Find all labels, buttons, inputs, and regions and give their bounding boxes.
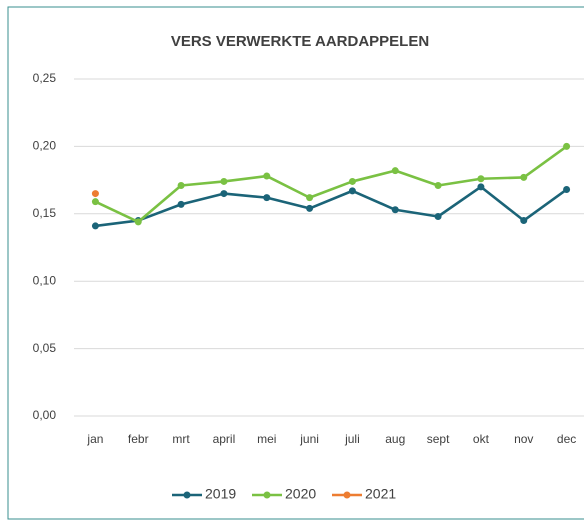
data-point — [520, 217, 528, 225]
x-tick-label: febr — [128, 432, 149, 446]
x-tick-label: mrt — [172, 432, 190, 446]
data-point — [91, 190, 99, 198]
data-point — [177, 200, 185, 208]
data-point — [520, 173, 528, 181]
data-point — [220, 177, 228, 185]
x-tick-label: aug — [385, 432, 405, 446]
y-tick-label: 0,00 — [33, 408, 57, 422]
data-point — [177, 181, 185, 189]
x-tick-label: mei — [257, 432, 276, 446]
data-point — [391, 167, 399, 175]
data-point — [91, 198, 99, 206]
series-line — [95, 185, 568, 228]
data-point — [563, 142, 571, 150]
data-point — [563, 186, 571, 194]
y-tick-label: 0,25 — [33, 71, 57, 85]
chart-title: VERS VERWERKTE AARDAPPELEN — [171, 33, 429, 50]
x-tick-label: april — [213, 432, 236, 446]
data-point — [263, 194, 271, 202]
x-tick-label: okt — [473, 432, 490, 446]
legend-marker — [343, 491, 351, 499]
y-tick-label: 0,20 — [33, 139, 57, 153]
legend-label: 2020 — [285, 486, 316, 502]
data-point — [477, 183, 485, 191]
y-tick-label: 0,15 — [33, 206, 57, 220]
x-tick-label: sept — [427, 432, 450, 446]
legend-label: 2021 — [365, 486, 396, 502]
data-point — [434, 181, 442, 189]
x-tick-label: dec — [557, 432, 576, 446]
chart-frame — [7, 6, 584, 520]
data-point — [434, 212, 442, 220]
data-point — [348, 187, 356, 195]
data-point — [306, 204, 314, 212]
x-tick-label: jan — [86, 432, 103, 446]
legend-marker — [183, 491, 191, 499]
x-tick-label: juni — [299, 432, 319, 446]
x-tick-label: juli — [344, 432, 360, 446]
legend-label: 2019 — [205, 486, 236, 502]
y-tick-label: 0,05 — [33, 341, 57, 355]
data-point — [477, 175, 485, 183]
data-point — [306, 194, 314, 202]
legend-marker — [263, 491, 271, 499]
data-point — [391, 206, 399, 214]
data-point — [91, 222, 99, 230]
y-tick-label: 0,10 — [33, 273, 57, 287]
data-point — [263, 172, 271, 180]
series-line — [94, 145, 568, 224]
data-point — [348, 177, 356, 185]
data-point — [220, 190, 228, 198]
data-point — [134, 218, 142, 226]
x-tick-label: nov — [514, 432, 533, 446]
